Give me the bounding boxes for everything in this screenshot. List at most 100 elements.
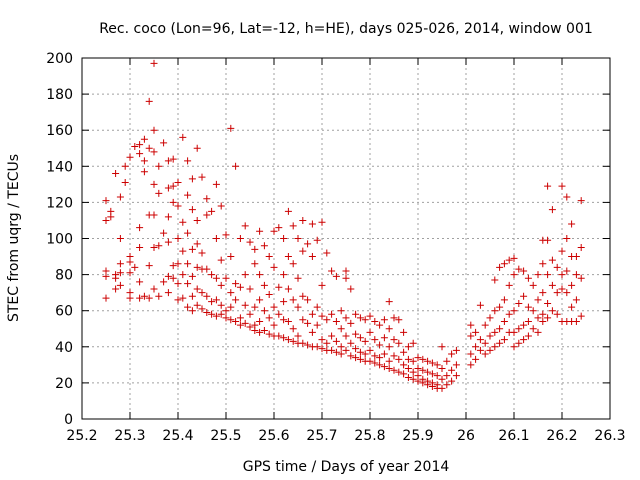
data-point [222, 307, 230, 315]
data-point [568, 303, 576, 311]
data-point [520, 321, 528, 329]
data-point [112, 274, 120, 282]
data-point [294, 303, 302, 311]
y-tick-label: 40 [55, 340, 73, 356]
data-point [160, 278, 168, 286]
data-point [265, 253, 273, 261]
data-point [486, 346, 494, 354]
data-point [169, 182, 177, 190]
data-point [400, 361, 408, 369]
data-point [184, 303, 192, 311]
y-tick-label: 140 [46, 159, 73, 175]
data-point [184, 260, 192, 268]
data-point [424, 357, 432, 365]
data-point [361, 316, 369, 324]
data-point [558, 271, 566, 279]
data-point [496, 303, 504, 311]
data-point [563, 267, 571, 275]
data-point [136, 150, 144, 158]
data-point [308, 253, 316, 261]
data-point [419, 379, 427, 387]
data-point [510, 271, 518, 279]
data-point [299, 316, 307, 324]
data-point [472, 343, 480, 351]
data-point [515, 299, 523, 307]
data-point [380, 316, 388, 324]
data-point [150, 148, 158, 156]
data-point [265, 290, 273, 298]
data-point [332, 348, 340, 356]
data-point [356, 334, 364, 342]
data-point [404, 355, 412, 363]
data-point [563, 289, 571, 297]
data-point [222, 274, 230, 282]
data-point [289, 260, 297, 268]
data-point [208, 271, 216, 279]
data-point [150, 244, 158, 252]
data-point [342, 346, 350, 354]
chart-title: Rec. coco (Lon=96, Lat=-12, h=HE), days … [99, 21, 593, 37]
data-point [337, 350, 345, 358]
data-points [102, 59, 585, 392]
data-point [342, 332, 350, 340]
data-point [227, 316, 235, 324]
data-point [505, 256, 513, 264]
data-point [448, 350, 456, 358]
data-point [217, 310, 225, 318]
x-axis-label: GPS time / Days of year 2014 [243, 459, 450, 475]
y-tick-label: 120 [46, 195, 73, 211]
x-tick-label: 25.5 [210, 428, 241, 444]
data-point [548, 307, 556, 315]
data-point [385, 325, 393, 333]
data-point [520, 292, 528, 300]
data-point [510, 328, 518, 336]
data-point [419, 366, 427, 374]
data-point [256, 227, 264, 235]
data-point [174, 235, 182, 242]
data-point [558, 285, 566, 293]
data-point [246, 323, 254, 331]
data-point [404, 343, 412, 351]
data-point [563, 235, 571, 242]
data-point [568, 281, 576, 289]
data-point [174, 280, 182, 288]
grid-lines [82, 58, 610, 419]
data-point [256, 271, 264, 279]
data-point [193, 240, 201, 248]
data-point [198, 173, 206, 181]
data-point [289, 337, 297, 345]
data-point [198, 249, 206, 257]
data-point [395, 368, 403, 376]
data-point [299, 292, 307, 300]
data-point [443, 372, 451, 380]
data-point [539, 310, 547, 318]
data-point [438, 343, 446, 351]
data-point [174, 202, 182, 210]
data-point [342, 267, 350, 275]
data-point [193, 301, 201, 309]
data-point [222, 231, 230, 239]
data-point [150, 211, 158, 219]
data-point [184, 280, 192, 288]
data-point [476, 301, 484, 309]
data-point [548, 206, 556, 214]
data-point [414, 377, 422, 385]
data-point [304, 341, 312, 349]
data-point [140, 168, 148, 176]
data-point [553, 310, 561, 318]
data-point [208, 298, 216, 306]
data-point [212, 235, 220, 242]
data-point [380, 334, 388, 342]
data-point [376, 361, 384, 369]
y-tick-label: 180 [46, 87, 73, 103]
data-point [409, 375, 417, 383]
data-point [577, 244, 585, 252]
x-tick-label: 26 [457, 428, 475, 444]
data-point [510, 343, 518, 351]
data-point [304, 319, 312, 327]
data-point [395, 355, 403, 363]
data-point [529, 307, 537, 315]
data-point [476, 336, 484, 344]
data-point [184, 191, 192, 199]
data-point [419, 355, 427, 363]
